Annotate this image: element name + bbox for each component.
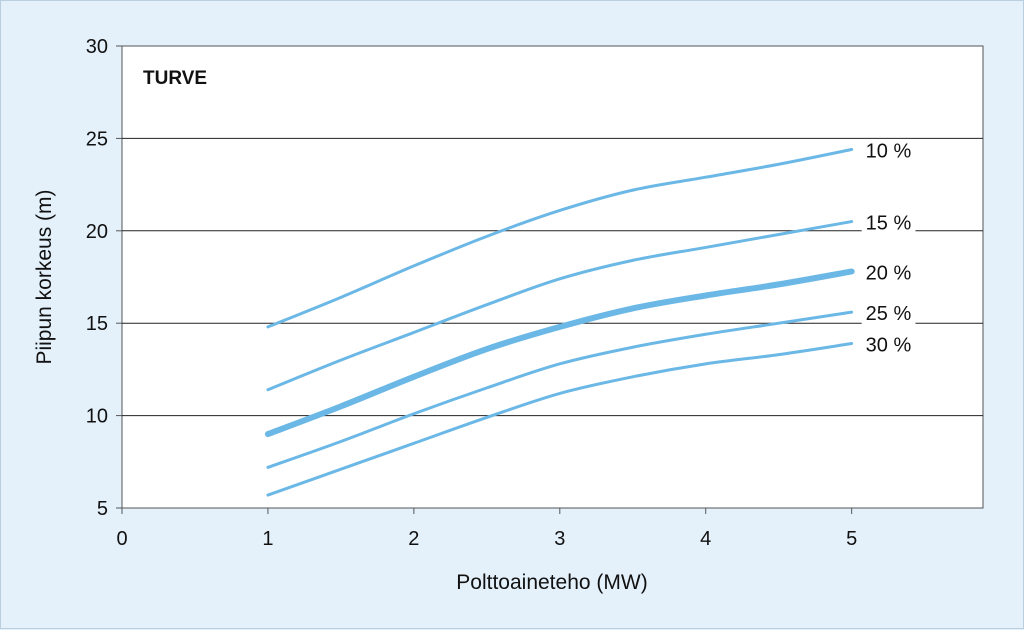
gridlines	[122, 137, 983, 417]
series-label: 30 %	[866, 335, 912, 357]
series-label-background	[861, 212, 916, 235]
series-line	[266, 220, 854, 392]
labels: 10 % 15 % 20 % 25 % 30 %	[861, 140, 916, 357]
x-tick-label: 5	[846, 528, 857, 550]
y-tick-label: 5	[97, 498, 108, 520]
x-tick-label: 3	[554, 528, 565, 550]
series-label-background	[861, 334, 916, 357]
series-line	[264, 268, 855, 438]
chart-title: TURVE	[143, 68, 207, 89]
y-tick-label: 25	[86, 128, 108, 150]
series-label-background	[861, 262, 916, 285]
series-line	[266, 342, 854, 497]
plot-area	[121, 45, 984, 509]
series-line	[266, 147, 854, 329]
x-axis-title: Polttoaineteho (MW)	[456, 571, 647, 594]
series-label: 15 %	[866, 213, 912, 235]
y-tick-label: 10	[86, 406, 108, 428]
axes: 5 10 15 20 25 30 0 1 2 3 4 5	[86, 36, 857, 550]
series-lines	[264, 147, 855, 497]
y-tick-label: 20	[86, 221, 108, 243]
series-label-background	[861, 140, 916, 163]
x-tick-label: 1	[262, 528, 273, 550]
series-label-background	[861, 303, 916, 326]
x-tick-label: 2	[408, 528, 419, 550]
series-label: 20 %	[866, 262, 912, 284]
y-tick-label: 30	[86, 36, 108, 58]
series-line	[266, 310, 854, 469]
y-tick-label: 15	[86, 313, 108, 335]
x-tick-label: 4	[700, 528, 711, 550]
series-label: 10 %	[866, 140, 912, 162]
y-axis-title: Piipun korkeus (m)	[33, 189, 56, 364]
x-tick-label: 0	[116, 528, 127, 550]
series-label: 25 %	[866, 303, 912, 325]
